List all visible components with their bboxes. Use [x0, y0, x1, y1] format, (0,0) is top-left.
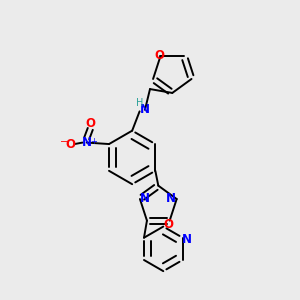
Text: +: +	[90, 136, 97, 146]
Text: N: N	[140, 103, 150, 116]
Text: N: N	[166, 192, 176, 205]
Text: N: N	[82, 136, 92, 149]
Text: O: O	[154, 49, 164, 62]
Text: O: O	[163, 218, 173, 231]
Text: −: −	[60, 137, 68, 147]
Text: N: N	[182, 233, 192, 246]
Text: O: O	[85, 117, 95, 130]
Text: O: O	[65, 138, 75, 151]
Text: N: N	[140, 192, 150, 205]
Text: H: H	[136, 98, 144, 108]
